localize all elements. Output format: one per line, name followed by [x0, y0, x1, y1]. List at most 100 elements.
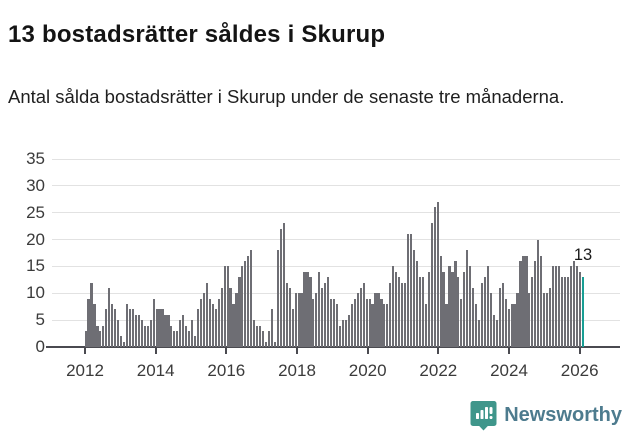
bar-month — [137, 314, 140, 347]
y-axis-label-5: 5 — [35, 310, 45, 330]
gridline-y10 — [52, 292, 620, 294]
bar-month — [501, 282, 504, 347]
bar-month — [309, 277, 312, 347]
bar-month — [475, 304, 478, 347]
bar-month — [131, 309, 135, 347]
bar-month — [368, 298, 371, 347]
bar-month — [267, 330, 271, 347]
bar-month — [173, 330, 176, 347]
gridline-y30 — [52, 185, 620, 187]
bar-month — [87, 298, 90, 347]
bar-month — [211, 304, 214, 347]
bar-month — [338, 325, 342, 347]
bar-month — [188, 330, 191, 347]
bar-month — [563, 277, 566, 347]
bar-month — [483, 277, 487, 347]
bar-month — [143, 325, 146, 347]
bar-month — [398, 277, 401, 347]
bar-month — [149, 320, 152, 347]
bar-month — [90, 282, 93, 347]
bar-month — [117, 320, 120, 347]
gridline-y20 — [52, 239, 620, 241]
bar-month — [114, 309, 117, 347]
bar-month — [477, 320, 481, 347]
bar-month — [158, 309, 161, 347]
bar-month — [466, 250, 469, 347]
bar-month — [371, 304, 374, 347]
bar-month — [335, 304, 339, 347]
bar-month — [205, 282, 208, 347]
bar-month — [430, 223, 433, 347]
bar-month — [365, 298, 368, 347]
x-axis-label-2026: 2026 — [560, 361, 599, 380]
bar-month — [525, 255, 528, 347]
x-tick-2018 — [296, 348, 298, 354]
bar-month — [454, 261, 457, 347]
bar-month — [303, 271, 306, 347]
x-tick-2022 — [437, 348, 440, 354]
bar-month — [469, 266, 472, 347]
x-tick-2014 — [154, 348, 157, 354]
bar-month — [291, 309, 294, 347]
bar-month — [522, 255, 525, 347]
bar-month — [406, 234, 410, 347]
y-axis-label-35: 35 — [26, 149, 45, 168]
newsworthy-logo[interactable]: Newsworthy — [470, 400, 622, 431]
bar-month — [170, 325, 173, 347]
bar-month — [264, 341, 268, 347]
x-axis-label-2012: 2012 — [66, 361, 104, 380]
bar-month — [415, 261, 419, 347]
bar-month — [244, 261, 247, 347]
bar-month — [409, 234, 413, 347]
bar-month — [164, 314, 167, 347]
bar-month — [93, 304, 96, 347]
bar-month — [262, 330, 265, 347]
bar-month — [498, 287, 501, 347]
bar-month — [167, 314, 170, 347]
bar-month — [105, 309, 108, 347]
bar-month — [330, 298, 333, 347]
bar-month — [383, 304, 386, 347]
bar-month — [436, 201, 439, 347]
bar-month — [350, 304, 353, 347]
bar-month — [241, 266, 244, 347]
bar-month — [140, 320, 143, 347]
bar-month — [214, 309, 217, 347]
bar-month — [543, 293, 546, 347]
bar-month — [489, 293, 492, 347]
bar-month — [463, 271, 466, 347]
bar-month — [253, 320, 256, 347]
bar-month — [285, 282, 288, 347]
bar-month — [380, 298, 383, 347]
bar-month — [347, 314, 350, 347]
bar-month — [102, 325, 105, 347]
bar-month — [548, 287, 552, 347]
bar-month — [125, 304, 129, 347]
bar-month — [179, 320, 182, 347]
y-axis-label-25: 25 — [26, 202, 45, 222]
bar-month — [404, 282, 407, 347]
x-axis-label-2018: 2018 — [278, 361, 316, 380]
bar-month — [152, 298, 155, 347]
bar-month — [232, 304, 235, 347]
x-tick-2020 — [366, 348, 369, 354]
bar-month — [128, 309, 132, 347]
bar-month — [341, 320, 345, 347]
bar-month — [578, 271, 581, 347]
bar-month — [270, 309, 274, 347]
bar-month — [546, 293, 549, 347]
bar-month — [96, 325, 99, 347]
bar-month — [247, 255, 250, 347]
chart-title: 13 bostadsrätter såldes i Skurup — [8, 21, 386, 49]
x-axis-label-2020: 2020 — [348, 361, 387, 380]
bar-month — [333, 298, 336, 347]
bar-month — [531, 277, 534, 347]
bar-month — [250, 250, 253, 347]
bar-month — [193, 336, 197, 347]
bar-month — [421, 277, 424, 347]
bar-month — [424, 304, 427, 347]
bar-month — [448, 266, 451, 347]
bar-month — [472, 287, 475, 347]
bar-month — [560, 277, 563, 347]
